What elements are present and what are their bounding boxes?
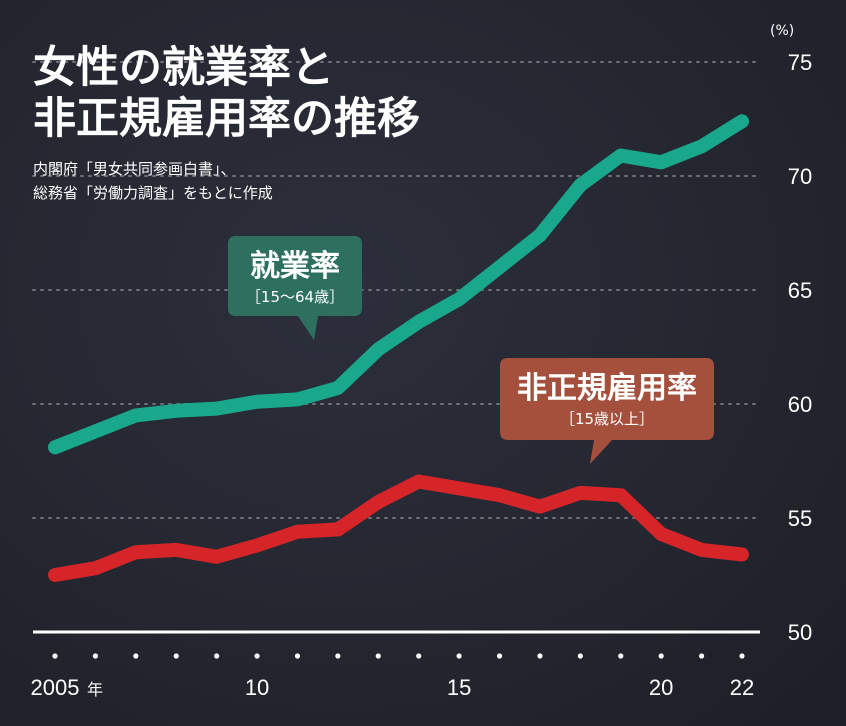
x-tick-dot	[294, 653, 301, 659]
series-name-employment: 就業率	[250, 249, 340, 284]
x-tick-dot	[52, 653, 58, 659]
x-tick-label: 2005	[31, 675, 80, 700]
callout-nonregular-bubble	[500, 358, 714, 464]
y-tick-label: 75	[788, 50, 812, 75]
source-line1: 内閣府「男女共同参画白書」、	[33, 160, 236, 178]
x-tick-label: 20	[649, 675, 673, 700]
x-tick-dot	[577, 653, 583, 659]
x-tick-labels: 2005 年 10 15 20 22	[31, 675, 755, 700]
x-tick-label: 22	[730, 675, 754, 700]
callout-employment-bubble	[228, 236, 362, 340]
y-tick-label: 50	[788, 620, 812, 645]
y-tick-label: 55	[788, 506, 812, 531]
x-tick-label: 15	[447, 675, 471, 700]
x-tick-dot	[335, 653, 341, 659]
series-sub-employment: ［15〜64歳］	[246, 288, 344, 306]
chart-title-line2: 非正規雇用率の推移	[33, 94, 420, 144]
x-tick-dot	[416, 653, 422, 659]
x-tick-dot	[133, 653, 139, 659]
callout-employment: 就業率 ［15〜64歳］	[228, 236, 362, 340]
y-tick-label: 70	[788, 164, 812, 189]
x-tick-dot	[658, 653, 664, 659]
x-tick-dot	[456, 653, 462, 659]
x-tick-suffix: 年	[87, 680, 103, 699]
x-tick-dots	[52, 653, 745, 659]
callout-nonregular: 非正規雇用率 ［15歳以上］	[500, 358, 714, 464]
grid-layer	[32, 61, 761, 634]
y-unit-label: (%)	[770, 23, 794, 39]
x-tick-dot	[254, 653, 260, 659]
x-tick-dot	[537, 653, 543, 659]
series-line-nonregular	[48, 474, 749, 582]
x-tick-dot	[739, 653, 745, 659]
series-line-employment	[48, 114, 749, 455]
y-tick-label: 65	[788, 278, 812, 303]
y-tick-label: 60	[788, 392, 812, 417]
x-tick-dot	[698, 653, 705, 659]
x-tick-dot	[214, 653, 220, 659]
y-tick-labels: 75 70 65 60 55 50	[788, 50, 812, 645]
x-tick-dot	[92, 653, 99, 659]
series-layer	[48, 114, 749, 582]
source-line2: 総務省「労働力調査」をもとに作成	[33, 184, 273, 202]
x-tick-dot	[375, 653, 381, 659]
x-tick-dot	[496, 653, 503, 659]
x-tick-dot	[173, 653, 179, 659]
chart-title-line1: 女性の就業率と	[33, 43, 334, 93]
series-sub-nonregular: ［15歳以上］	[560, 410, 654, 428]
series-name-nonregular: 非正規雇用率	[517, 371, 697, 406]
x-tick-label: 10	[245, 675, 269, 700]
x-tick-dot	[618, 653, 624, 659]
